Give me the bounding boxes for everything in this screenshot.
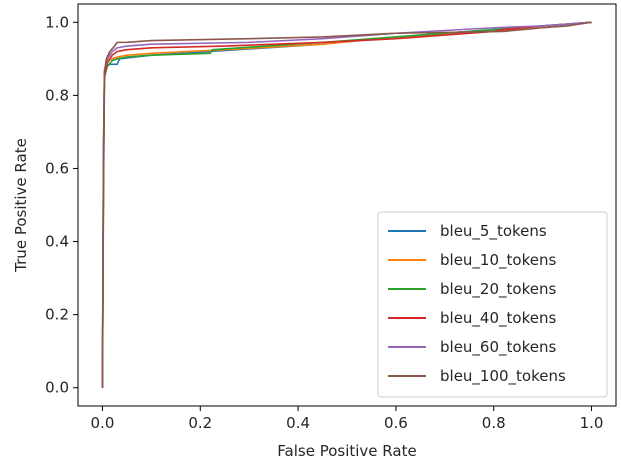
legend-label: bleu_60_tokens xyxy=(440,338,556,357)
y-tick-label: 0.0 xyxy=(45,379,69,397)
series-line-3 xyxy=(101,21,592,388)
legend-entry-1: bleu_10_tokens xyxy=(388,251,556,270)
legend-label: bleu_40_tokens xyxy=(440,309,556,328)
axes-frame xyxy=(77,3,617,407)
legend-entry-3: bleu_40_tokens xyxy=(388,309,556,328)
y-tick-label: 0.8 xyxy=(45,86,69,104)
y-axis-label: True Positive Rate xyxy=(12,138,30,273)
x-tick-label: 0.0 xyxy=(91,414,115,432)
x-tick-label: 0.4 xyxy=(286,414,310,432)
legend-label: bleu_100_tokens xyxy=(440,367,566,386)
legend-entry-5: bleu_100_tokens xyxy=(388,367,566,386)
legend-entry-2: bleu_20_tokens xyxy=(388,280,556,299)
x-axis: 0.0 0.2 0.4 0.6 0.8 1.0 xyxy=(91,406,604,432)
y-tick-label: 0.4 xyxy=(45,233,69,251)
legend-label: bleu_20_tokens xyxy=(440,280,556,299)
x-tick-label: 0.2 xyxy=(188,414,212,432)
series-line-5 xyxy=(101,21,592,388)
series-layer xyxy=(101,21,592,388)
x-axis-label: False Positive Rate xyxy=(277,442,416,460)
y-axis: 0.0 0.2 0.4 0.6 0.8 1.0 xyxy=(45,13,78,397)
y-tick-label: 0.6 xyxy=(45,159,69,177)
y-tick-label: 1.0 xyxy=(45,13,69,31)
x-tick-label: 0.6 xyxy=(384,414,408,432)
legend-label: bleu_5_tokens xyxy=(440,222,547,241)
y-tick-label: 0.2 xyxy=(45,306,69,324)
x-tick-label: 0.8 xyxy=(482,414,506,432)
legend-label: bleu_10_tokens xyxy=(440,251,556,270)
legend-box xyxy=(377,211,608,398)
legend: bleu_5_tokens bleu_10_tokens bleu_20_token… xyxy=(377,211,608,398)
x-tick-label: 1.0 xyxy=(580,414,604,432)
legend-entry-0: bleu_5_tokens xyxy=(388,222,547,241)
legend-entry-4: bleu_60_tokens xyxy=(388,338,556,357)
